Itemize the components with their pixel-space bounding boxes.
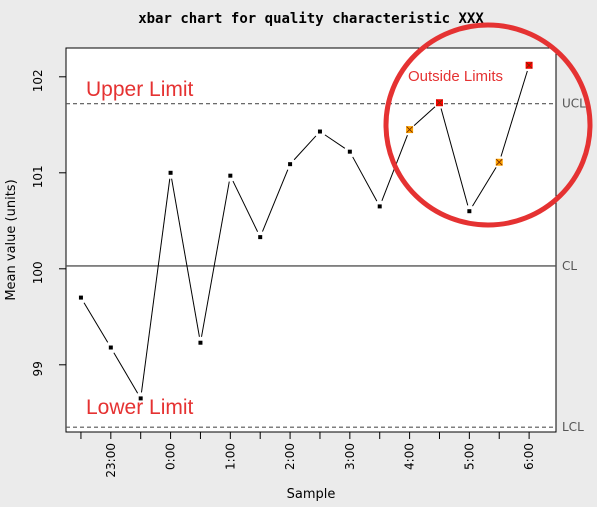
series-line-segment	[171, 178, 200, 337]
annotations: Upper Limit Lower Limit Outside Limits	[86, 22, 593, 419]
data-point	[108, 345, 113, 350]
series-line-segment	[113, 352, 139, 394]
series-line-segment	[262, 169, 289, 232]
y-tick-label: 99	[31, 361, 45, 376]
x-tick-label: 5:00	[462, 443, 476, 470]
data-point	[228, 173, 233, 178]
ucl-label: UCL	[562, 97, 586, 111]
data-point-violation	[435, 99, 443, 107]
center-line-label: CL	[562, 259, 577, 273]
data-point	[467, 209, 472, 214]
series-line-segment	[472, 167, 497, 207]
data-series	[78, 61, 533, 401]
outside-limits-circle	[383, 22, 593, 228]
upper-limit-annotation: Upper Limit	[86, 78, 194, 101]
lower-limit-annotation: Lower Limit	[86, 396, 194, 419]
plot-area	[65, 47, 557, 433]
series-line-segment	[324, 134, 346, 149]
data-point	[317, 129, 322, 134]
data-point	[198, 340, 203, 345]
data-point-warning	[495, 158, 503, 166]
series-line-segment	[352, 156, 378, 202]
series-line-segment	[440, 108, 469, 206]
y-axis-label: Mean value (units)	[4, 179, 19, 300]
data-point-violation	[525, 61, 533, 69]
series-line-segment	[293, 135, 317, 161]
outside-limits-annotation: Outside Limits	[408, 68, 503, 85]
data-point	[168, 170, 173, 175]
lcl-label: LCL	[562, 420, 584, 434]
x-tick-label: 4:00	[403, 443, 417, 470]
reference-lines: CL UCL LCL	[66, 97, 586, 434]
x-tick-label: 6:00	[522, 443, 536, 470]
x-tick-label: 3:00	[343, 443, 357, 470]
marker-cross	[525, 61, 533, 69]
series-line-segment	[500, 70, 528, 157]
series-line-segment	[232, 180, 259, 232]
x-tick-label: 23:00	[104, 443, 118, 478]
x-tick-label: 0:00	[164, 443, 178, 470]
marker-cross	[495, 158, 503, 166]
marker-cross	[406, 126, 413, 133]
chart-title: xbar chart for quality characteristic XX…	[138, 11, 484, 27]
data-point	[288, 162, 293, 167]
series-line-segment	[140, 178, 171, 393]
x-tick-label: 2:00	[283, 443, 297, 470]
x-tick-label: 1:00	[223, 443, 237, 470]
series-line-segment	[413, 106, 436, 126]
x-axis-label: Sample	[287, 487, 336, 502]
data-point	[138, 396, 143, 401]
data-point-warning	[406, 126, 414, 134]
data-point	[347, 149, 352, 154]
series-line-segment	[201, 181, 230, 337]
marker-cross	[436, 99, 443, 107]
data-point	[258, 235, 263, 240]
series-line-segment	[83, 302, 109, 343]
y-tick-label: 101	[31, 165, 45, 188]
data-point	[78, 295, 83, 300]
data-point	[377, 204, 382, 209]
y-tick-label: 100	[31, 261, 45, 284]
y-tick-label: 102	[31, 69, 45, 92]
axes: 99 100 101 102 23:00 0:00 1:00 2:00 3:00 4:00 5:00…	[31, 69, 536, 477]
